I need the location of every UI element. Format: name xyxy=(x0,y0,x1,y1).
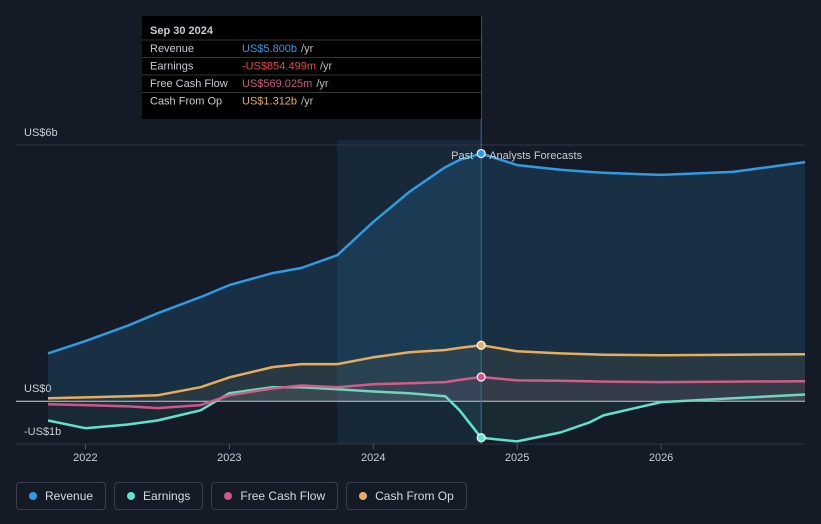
tooltip-label: Earnings xyxy=(150,60,194,72)
past-label: Past xyxy=(451,150,473,162)
tooltip-unit: /yr xyxy=(316,78,329,90)
tooltip-value: US$1.312b/yr xyxy=(242,95,314,107)
hover-marker xyxy=(476,433,486,443)
tooltip-label: Cash From Op xyxy=(150,95,222,107)
series-line xyxy=(47,375,806,410)
y-tick-label: US$0 xyxy=(24,383,52,395)
tooltip-value-number: US$1.312b xyxy=(242,95,297,107)
chart: US$6b US$0 -US$1b 2022 2023 2024 2025 2026 Past A… xyxy=(16,16,806,464)
legend-label: Revenue xyxy=(45,489,94,503)
tooltip-unit: /yr xyxy=(320,60,333,72)
series-area xyxy=(48,345,805,402)
x-tick-label: 2023 xyxy=(217,452,241,464)
hover-marker xyxy=(476,372,486,382)
legend-swatch xyxy=(29,492,37,500)
x-tick-label: 2024 xyxy=(361,452,385,464)
tooltip-label: Revenue xyxy=(150,43,194,55)
tooltip-value-number: US$569.025m xyxy=(242,78,312,90)
x-tick-label: 2022 xyxy=(73,452,97,464)
x-tick-label: 2026 xyxy=(649,452,673,464)
y-tick-label: US$6b xyxy=(24,127,58,139)
legend-swatch xyxy=(224,492,233,500)
legend-item[interactable]: Earnings xyxy=(114,482,204,510)
series-area xyxy=(48,153,805,402)
legend-label: Cash From Op xyxy=(375,489,454,503)
tooltip-value: US$5.800b/yr xyxy=(242,43,314,55)
y-tick-label: -US$1b xyxy=(24,426,61,438)
tooltip-value: -US$854.499m/yr xyxy=(242,60,333,72)
series-area xyxy=(48,387,805,442)
x-tick-label: 2025 xyxy=(505,452,529,464)
tooltip-value-number: US$5.800b xyxy=(242,43,297,55)
legend-item[interactable]: Cash From Op xyxy=(346,482,467,510)
tooltip-value: US$569.025m/yr xyxy=(242,78,329,90)
legend-swatch xyxy=(359,492,368,500)
hover-marker xyxy=(476,148,486,159)
tooltip-unit: /yr xyxy=(301,43,314,55)
forecast-label: Analysts Forecasts xyxy=(489,150,582,162)
series-line xyxy=(47,385,806,443)
tooltip-label: Free Cash Flow xyxy=(150,78,228,90)
tooltip-date: Sep 30 2024 xyxy=(150,25,214,37)
series-line xyxy=(47,152,806,355)
series-area xyxy=(48,377,805,409)
hover-marker xyxy=(476,340,486,350)
tooltip-box xyxy=(142,16,481,119)
page: {"chart_data": {"type": "line", "x": [20… xyxy=(16,16,806,510)
tooltip-value-number: -US$854.499m xyxy=(242,60,316,72)
legend-label: Free Cash Flow xyxy=(240,489,326,503)
legend: Revenue Earnings Free Cash Flow Cash From O… xyxy=(16,482,467,510)
tooltip: Sep 30 2024 Revenue US$5.800b/yr Earnings -U… xyxy=(142,16,481,119)
legend-item[interactable]: Revenue xyxy=(16,482,107,510)
tooltip-unit: /yr xyxy=(301,95,314,107)
legend-item[interactable]: Free Cash Flow xyxy=(211,482,339,510)
series-line xyxy=(47,343,806,400)
legend-label: Earnings xyxy=(143,489,191,503)
legend-swatch xyxy=(127,492,136,500)
